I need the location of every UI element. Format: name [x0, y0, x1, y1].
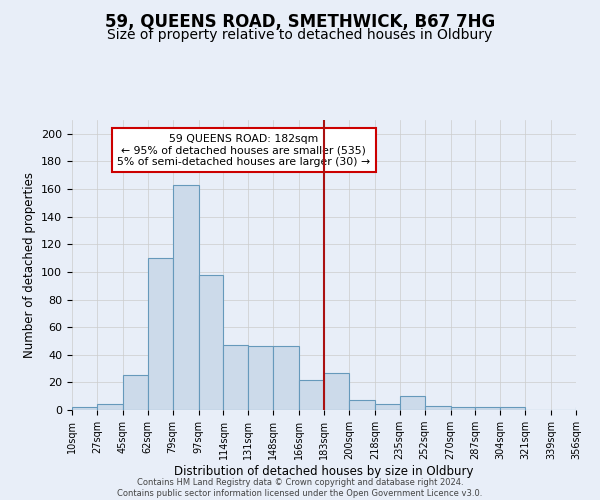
Bar [273, 346, 299, 410]
Text: Size of property relative to detached houses in Oldbury: Size of property relative to detached ho… [107, 28, 493, 42]
Bar [349, 400, 375, 410]
Bar [500, 407, 525, 410]
X-axis label: Distribution of detached houses by size in Oldbury: Distribution of detached houses by size … [174, 465, 474, 478]
Bar [248, 346, 273, 410]
Text: Contains HM Land Registry data © Crown copyright and database right 2024.
Contai: Contains HM Land Registry data © Crown c… [118, 478, 482, 498]
Bar [576, 407, 600, 410]
Bar [451, 407, 475, 410]
Text: 59 QUEENS ROAD: 182sqm
← 95% of detached houses are smaller (535)
5% of semi-det: 59 QUEENS ROAD: 182sqm ← 95% of detached… [118, 134, 370, 167]
Bar [199, 274, 223, 410]
Bar [148, 258, 173, 410]
Text: 59, QUEENS ROAD, SMETHWICK, B67 7HG: 59, QUEENS ROAD, SMETHWICK, B67 7HG [105, 12, 495, 30]
Bar [324, 372, 349, 410]
Bar [475, 407, 500, 410]
Bar [123, 376, 148, 410]
Bar [375, 404, 400, 410]
Bar [173, 185, 199, 410]
Bar [72, 407, 97, 410]
Bar [223, 345, 248, 410]
Bar [400, 396, 425, 410]
Bar [97, 404, 123, 410]
Bar [425, 406, 451, 410]
Bar [299, 380, 324, 410]
Y-axis label: Number of detached properties: Number of detached properties [23, 172, 35, 358]
